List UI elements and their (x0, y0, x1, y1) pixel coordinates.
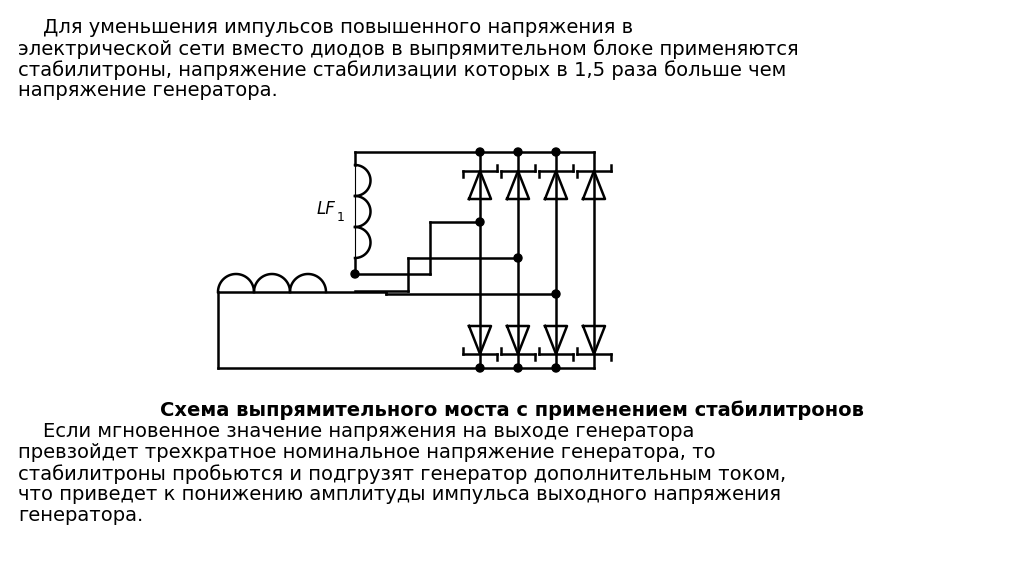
Text: что приведет к понижению амплитуды импульса выходного напряжения: что приведет к понижению амплитуды импул… (18, 485, 781, 504)
Circle shape (552, 148, 560, 156)
Circle shape (476, 364, 484, 372)
Text: электрической сети вместо диодов в выпрямительном блоке применяются: электрической сети вместо диодов в выпря… (18, 39, 799, 59)
Text: Для уменьшения импульсов повышенного напряжения в: Для уменьшения импульсов повышенного нап… (18, 18, 633, 37)
Text: стабилитроны пробьются и подгрузят генератор дополнительным током,: стабилитроны пробьются и подгрузят генер… (18, 464, 786, 484)
Circle shape (514, 148, 522, 156)
Circle shape (351, 270, 359, 278)
Circle shape (476, 218, 484, 226)
Circle shape (552, 364, 560, 372)
Text: напряжение генератора.: напряжение генератора. (18, 81, 278, 100)
Circle shape (552, 290, 560, 298)
Text: генератора.: генератора. (18, 506, 143, 525)
Circle shape (476, 148, 484, 156)
Circle shape (514, 254, 522, 262)
Text: стабилитроны, напряжение стабилизации которых в 1,5 раза больше чем: стабилитроны, напряжение стабилизации ко… (18, 60, 786, 79)
Text: превзойдет трехкратное номинальное напряжение генератора, то: превзойдет трехкратное номинальное напря… (18, 443, 716, 462)
Circle shape (514, 364, 522, 372)
Text: LF: LF (317, 200, 336, 218)
Text: .: . (746, 400, 753, 419)
Text: Схема выпрямительного моста с применением стабилитронов: Схема выпрямительного моста с применение… (160, 400, 864, 419)
Text: 1: 1 (337, 211, 345, 224)
Text: Если мгновенное значение напряжения на выходе генератора: Если мгновенное значение напряжения на в… (18, 422, 694, 441)
